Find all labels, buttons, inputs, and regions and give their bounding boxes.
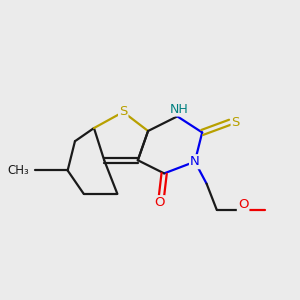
Text: O: O (154, 196, 165, 209)
Text: S: S (232, 116, 240, 129)
Text: S: S (119, 106, 128, 118)
Text: N: N (190, 155, 200, 168)
Text: O: O (238, 198, 248, 211)
Text: CH₃: CH₃ (8, 164, 30, 177)
Text: NH: NH (169, 103, 188, 116)
